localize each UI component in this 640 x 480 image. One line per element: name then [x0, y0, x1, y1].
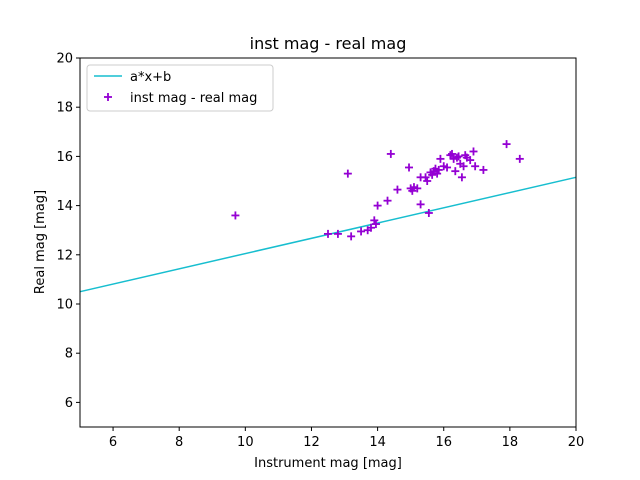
x-axis-label: Instrument mag [mag] — [254, 456, 402, 471]
scatter-point — [370, 216, 379, 225]
y-tick-label: 8 — [65, 347, 73, 362]
scatter-point — [466, 156, 475, 165]
y-tick-label: 12 — [56, 248, 73, 263]
x-tick-label: 8 — [175, 435, 183, 450]
y-tick-label: 10 — [56, 298, 73, 313]
scatter-point — [469, 147, 478, 156]
scatter-point — [371, 220, 380, 229]
scatter-point — [405, 163, 414, 172]
scatter-point — [424, 208, 433, 217]
y-tick-label: 16 — [56, 150, 73, 165]
scatter-point — [452, 153, 461, 162]
scatter-point — [413, 184, 422, 193]
legend-label-fit: a*x+b — [130, 70, 171, 85]
scatter-point — [421, 173, 430, 182]
x-tick-label: 10 — [237, 435, 254, 450]
scatter-point — [448, 149, 456, 158]
y-tick-label: 14 — [56, 199, 73, 214]
legend-scatter-marker — [104, 93, 112, 101]
scatter-point — [366, 223, 375, 232]
scatter-point — [515, 154, 524, 163]
y-tick-label: 6 — [65, 396, 73, 411]
x-tick-label: 16 — [435, 435, 452, 450]
legend-box — [86, 64, 274, 112]
scatter-point — [231, 211, 240, 220]
scatter-point — [357, 227, 366, 236]
legend: a*x+b inst mag - real mag — [86, 64, 274, 112]
scatter-point — [333, 229, 342, 238]
scatter-point — [428, 170, 437, 179]
scatter-point — [443, 163, 452, 172]
scatter-point — [434, 165, 443, 174]
scatter-point — [423, 177, 432, 185]
x-tick-label: 20 — [568, 435, 585, 450]
y-tick-label: 20 — [56, 52, 73, 67]
scatter-point — [373, 201, 382, 210]
plot-frame — [79, 57, 577, 428]
y-axis-label: Real mag [mag] — [33, 190, 48, 294]
scatter-point — [324, 229, 332, 238]
scatter-point — [479, 165, 488, 174]
chart-title: inst mag - real mag — [250, 34, 407, 53]
x-tick-label: 14 — [369, 435, 386, 450]
scatter-point — [436, 154, 445, 163]
scatter-point — [471, 162, 480, 171]
scatter-point — [459, 162, 468, 171]
scatter-point — [386, 149, 395, 158]
y-tick-label: 18 — [56, 101, 73, 116]
scatter-point — [393, 185, 402, 194]
plot-area — [80, 58, 576, 427]
scatter-point — [502, 140, 511, 149]
legend-label-scatter: inst mag - real mag — [130, 91, 257, 106]
scatter-point — [343, 169, 352, 178]
scatter-point — [433, 169, 442, 178]
scatter-point — [416, 200, 425, 209]
scatter-point — [457, 173, 466, 182]
scatter-point — [383, 196, 392, 205]
x-tick-label: 18 — [502, 435, 519, 450]
scatter-point — [451, 167, 460, 176]
scatter-point — [454, 152, 463, 161]
scatter-point — [408, 186, 417, 195]
x-tick-label: 12 — [303, 435, 320, 450]
scatter-point — [347, 232, 356, 241]
x-tick-label: 6 — [109, 435, 117, 450]
